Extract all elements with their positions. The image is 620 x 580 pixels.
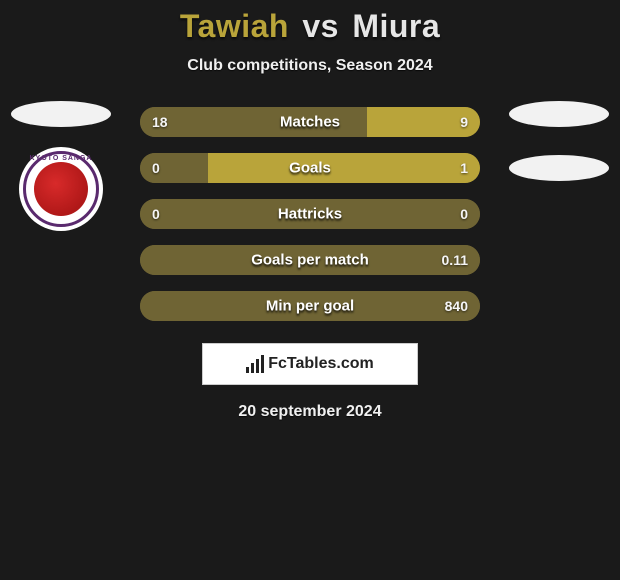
stat-right-value: 0 [460,206,468,222]
stat-right-value: 1 [460,160,468,176]
right-player-ellipse-2 [509,155,609,181]
snapshot-date: 20 september 2024 [0,403,620,421]
content-area: KYOTO SANGA 18 9 Matches 0 1 Goals 0 0 Hattricks… [0,107,620,421]
left-player-ellipse [11,101,111,127]
vs-text: vs [302,8,339,44]
stat-label: Matches [280,114,340,131]
stat-right-value: 9 [460,114,468,130]
stat-label: Goals [289,160,331,177]
stat-bar-right-segment [208,153,480,183]
player-right-name: Miura [352,8,440,44]
left-side-column: KYOTO SANGA [6,101,116,231]
competition-subtitle: Club competitions, Season 2024 [0,57,620,75]
stat-bar: 0 0 Hattricks [140,199,480,229]
player-left-name: Tawiah [180,8,289,44]
stat-bar: 0 1 Goals [140,153,480,183]
source-logo: FcTables.com [202,343,418,385]
stat-label: Goals per match [251,252,369,269]
left-club-badge: KYOTO SANGA [19,147,103,231]
badge-inner [34,162,88,216]
stat-bar: 840 Min per goal [140,291,480,321]
right-player-ellipse-1 [509,101,609,127]
stat-label: Min per goal [266,298,354,315]
stat-left-value: 0 [152,206,160,222]
badge-text: KYOTO SANGA [19,155,103,162]
right-side-column [504,101,614,181]
stat-label: Hattricks [278,206,342,223]
stat-bar: 18 9 Matches [140,107,480,137]
stat-bar-left-segment [140,153,208,183]
stat-bars: 18 9 Matches 0 1 Goals 0 0 Hattricks 0.11 Goals pe… [140,107,480,321]
stat-right-value: 840 [445,298,468,314]
stat-left-value: 0 [152,160,160,176]
comparison-title: Tawiah vs Miura [0,0,620,45]
stat-right-value: 0.11 [442,252,468,268]
stat-left-value: 18 [152,114,168,130]
source-logo-text: FcTables.com [268,355,374,373]
chart-icon [246,355,264,373]
stat-bar: 0.11 Goals per match [140,245,480,275]
